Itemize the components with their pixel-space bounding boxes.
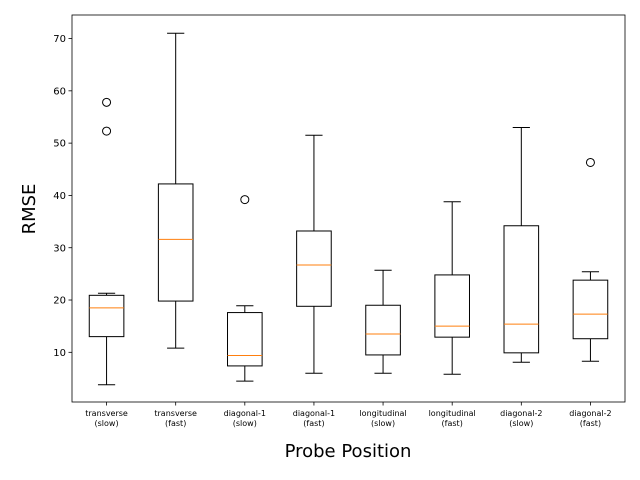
x-axis-title: Probe Position — [285, 441, 412, 462]
outlier-0-1 — [102, 97, 112, 107]
y-tick-label-6: 70 — [53, 34, 66, 45]
box-7 — [572, 279, 609, 340]
box-4 — [365, 304, 401, 356]
x-tick-label-0: transverse (slow) — [85, 409, 128, 428]
outlier-7-0 — [585, 157, 595, 167]
box-1 — [157, 183, 194, 302]
y-tick-label-0: 10 — [53, 348, 66, 359]
box-0 — [88, 294, 125, 338]
outlier-2-0 — [240, 195, 250, 205]
x-tick-label-4: longitudinal (slow) — [359, 409, 406, 428]
x-tick-label-6: diagonal-2 (slow) — [500, 409, 542, 428]
y-tick-label-2: 30 — [53, 243, 66, 254]
box-5 — [434, 274, 470, 338]
y-axis-title: RMSE — [19, 184, 40, 235]
plot-area: 10 20 30 40 50 60 70 transverse (slow) transverse… — [53, 14, 626, 428]
outlier-0-0 — [102, 126, 112, 136]
y-tick-label-3: 40 — [53, 191, 66, 202]
y-tick-label-1: 20 — [53, 296, 66, 307]
y-tick-label-4: 50 — [53, 139, 66, 150]
y-tick-label-5: 60 — [53, 86, 66, 97]
axes-frame — [71, 14, 626, 403]
x-tick-label-2: diagonal-1 (slow) — [224, 409, 266, 428]
x-tick-label-5: longitudinal (fast) — [429, 409, 476, 428]
x-tick-label-7: diagonal-2 (fast) — [569, 409, 611, 428]
box-6 — [503, 225, 540, 354]
x-tick-label-3: diagonal-1 (fast) — [293, 409, 335, 428]
box-2 — [227, 312, 263, 367]
x-tick-label-1: transverse (fast) — [154, 409, 197, 428]
box-3 — [296, 230, 332, 307]
